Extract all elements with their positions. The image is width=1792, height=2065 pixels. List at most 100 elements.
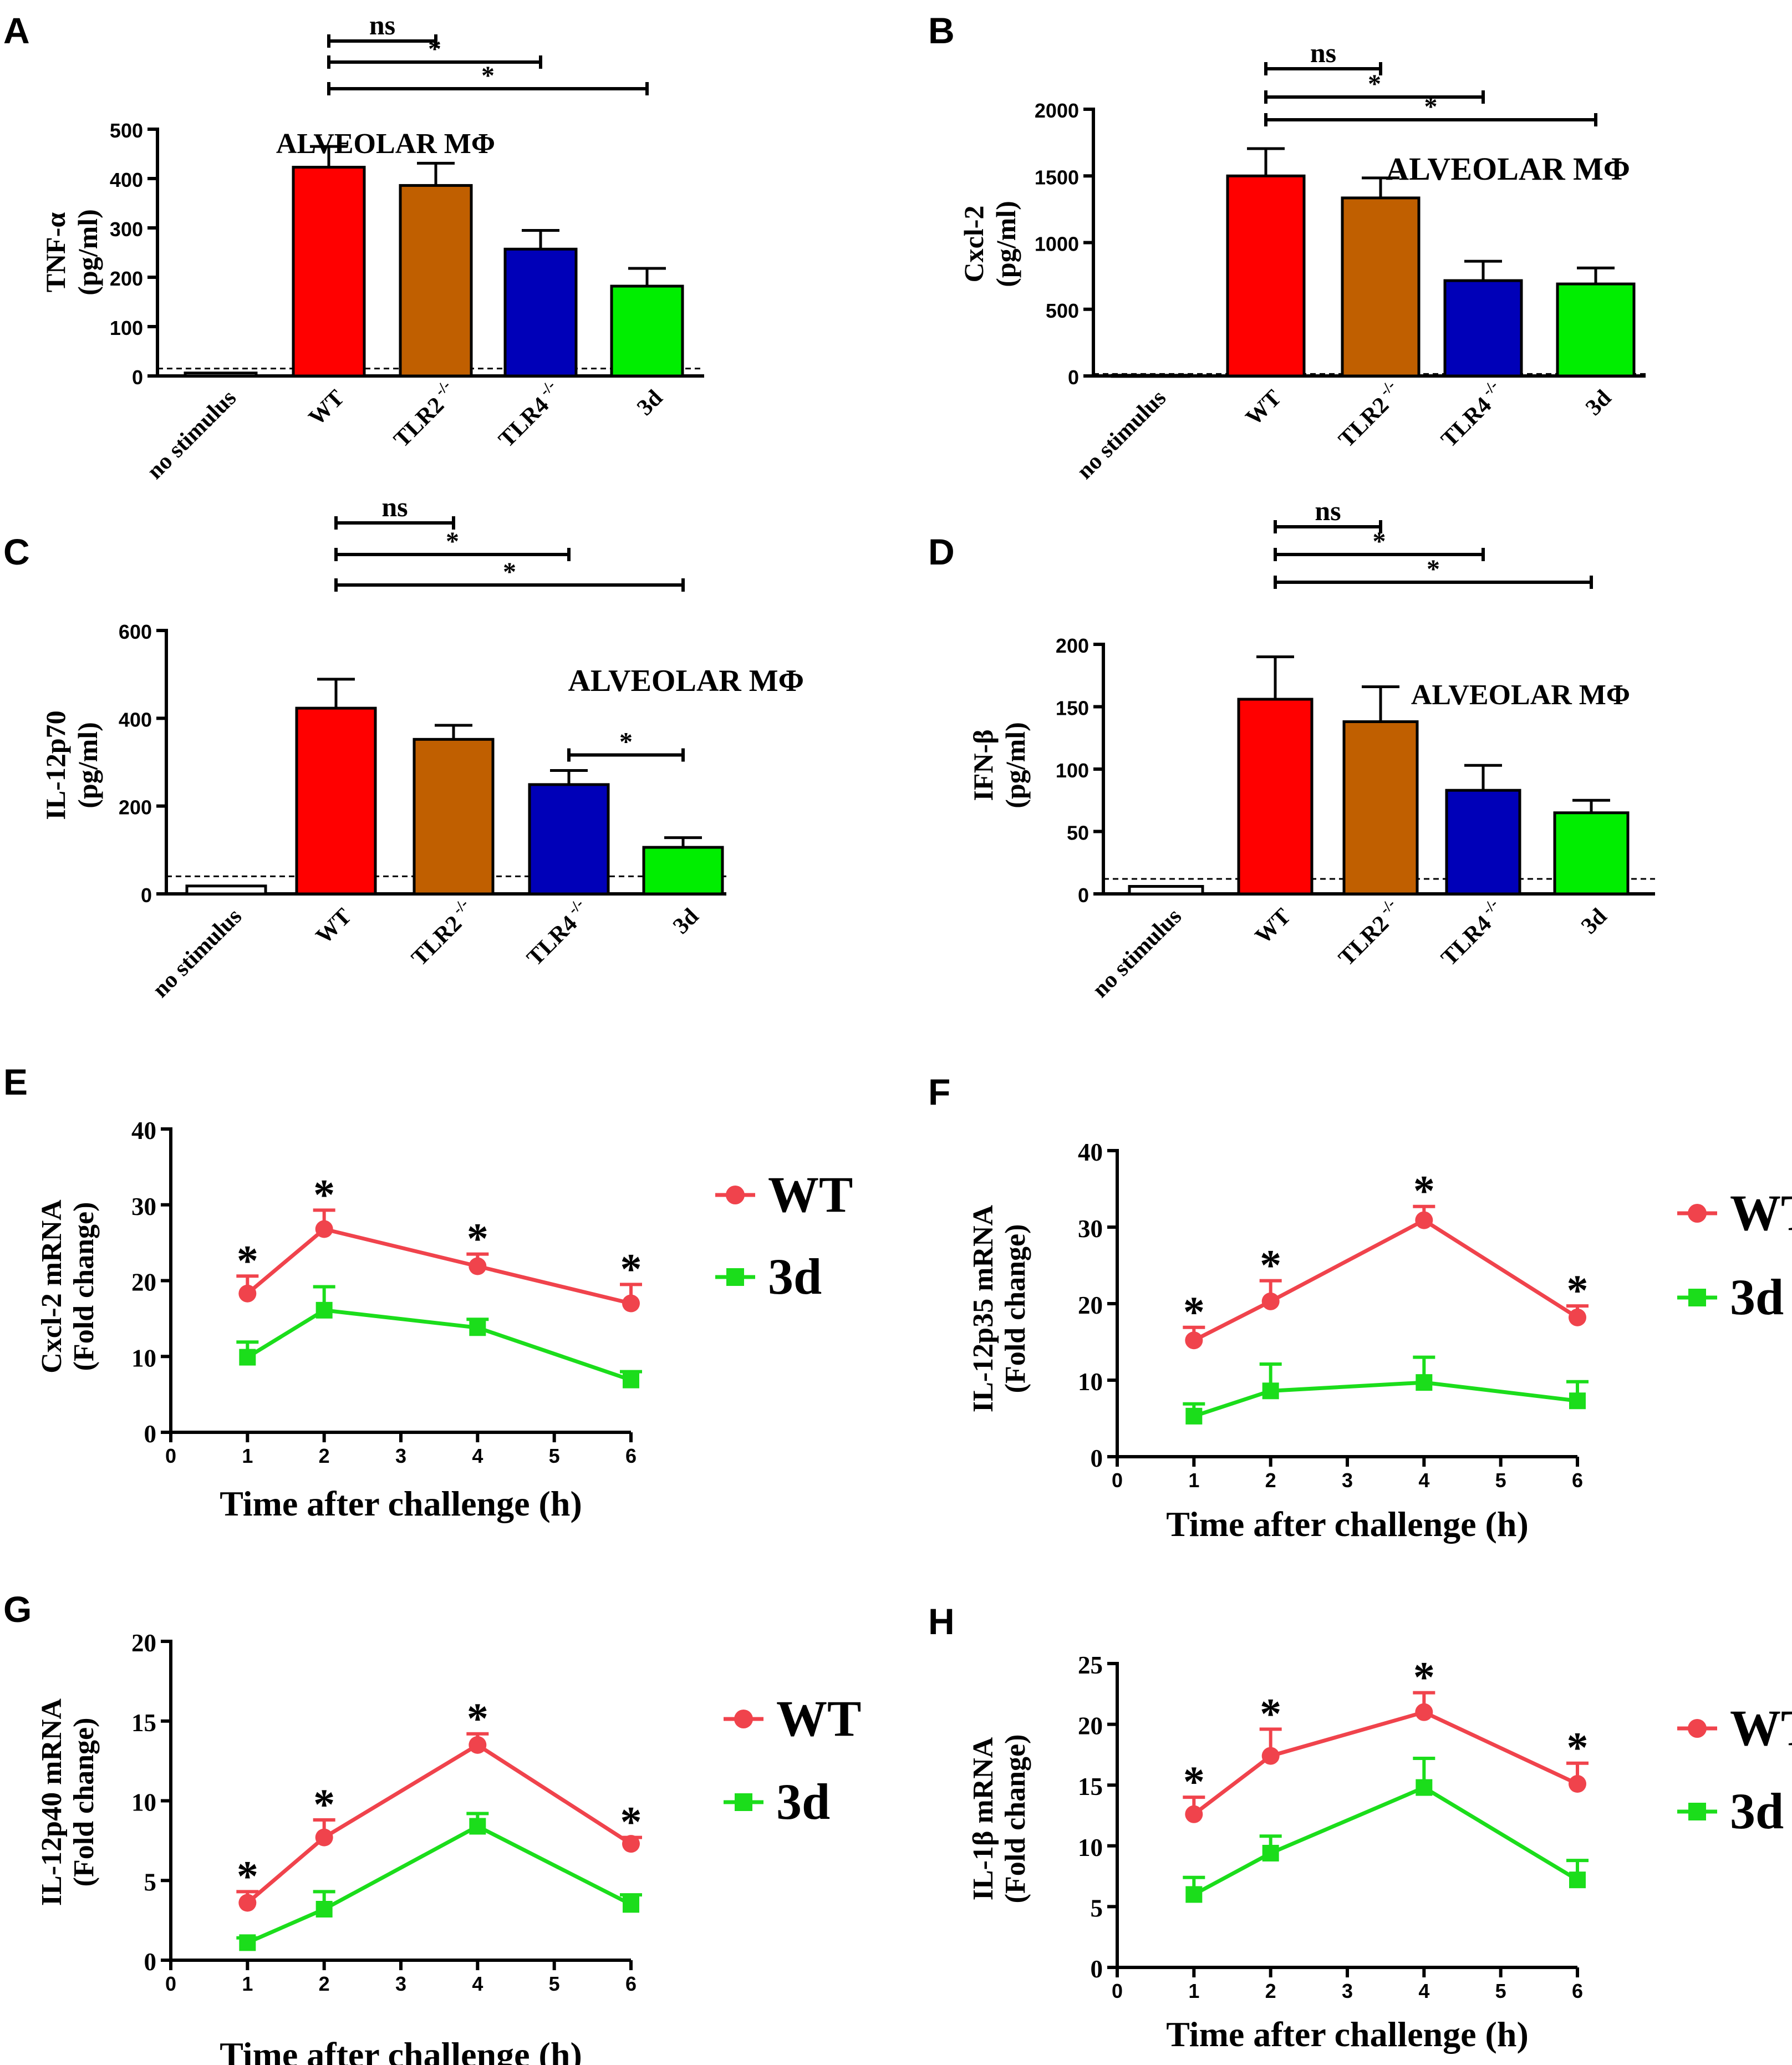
- legend-marker: [734, 1710, 753, 1728]
- y-axis-label-line2: (pg/ml): [72, 722, 103, 808]
- category-label: no stimulus: [1072, 385, 1171, 485]
- series-line-WT: [1193, 1710, 1579, 1816]
- data-point-WT: [1185, 1331, 1203, 1350]
- y-tick-label: 500: [110, 119, 143, 142]
- y-tick-label: 200: [119, 796, 152, 819]
- y-tick-label: 10: [1078, 1834, 1103, 1861]
- y-axis-label-line1: Cxcl-2: [958, 206, 989, 283]
- x-tick-label: 5: [549, 1972, 560, 1995]
- data-point-3d: [1416, 1779, 1433, 1796]
- y-tick-label: 0: [1068, 366, 1079, 389]
- legend-label-3d: 3d: [1730, 1269, 1784, 1325]
- y-axis-label: Cxcl-2(pg/ml): [958, 201, 1021, 287]
- bar-panel-A: A 0 100 200 300 400 500 no stimulus WT TLR2 -/- TL…: [3, 9, 704, 484]
- series-line-WT: [246, 1742, 632, 1905]
- y-axis-label-line1: IL-12p70: [40, 710, 71, 820]
- significance-star: *: [237, 1852, 258, 1900]
- significance-star: *: [313, 1780, 335, 1828]
- bar: [528, 783, 610, 896]
- y-axis-label: Cxcl-2 mRNA(Fold change): [36, 1199, 100, 1374]
- x-tick-label: 2: [1265, 1469, 1276, 1492]
- legend: WT 3d: [1677, 1184, 1792, 1325]
- y-axis-label-line2: (Fold change): [68, 1202, 100, 1371]
- significance-star: *: [1183, 1757, 1205, 1805]
- category-label: WT: [304, 385, 349, 431]
- y-tick-label: 1500: [1035, 166, 1079, 189]
- panel-label: E: [3, 1061, 28, 1102]
- data-point-3d: [1569, 1871, 1586, 1889]
- data-point-WT: [1261, 1292, 1280, 1310]
- data-point-WT: [1261, 1747, 1280, 1765]
- x-tick-label: 2: [319, 1972, 330, 1995]
- x-tick-label: 2: [319, 1445, 330, 1467]
- significance-star: *: [467, 1214, 488, 1263]
- data-point-WT: [1569, 1308, 1586, 1326]
- x-tick-label: 0: [165, 1445, 176, 1467]
- category-label: TLR2 -/-: [1331, 377, 1407, 452]
- legend-label-3d: 3d: [768, 1248, 822, 1305]
- y-axis-label-line2: (pg/ml): [1000, 722, 1031, 808]
- significance-label: *: [1368, 69, 1381, 99]
- x-tick-label: 0: [165, 1972, 176, 1995]
- line-panel-F: F 0 10 20 30 40 0 1 2 3 4 5 6 * * * * Time after challeng…: [928, 1071, 1792, 1544]
- series-line-3d: [1193, 1785, 1579, 1896]
- series-line-3d: [246, 1308, 632, 1382]
- y-tick-label: 20: [131, 1269, 156, 1296]
- significance-star: *: [313, 1170, 335, 1218]
- y-tick-label: 30: [1078, 1215, 1103, 1243]
- x-tick-label: 5: [1495, 1980, 1506, 2002]
- significance-star: *: [620, 1798, 642, 1846]
- data-point-3d: [239, 1349, 256, 1366]
- y-axis-label-line2: (Fold change): [68, 1718, 100, 1887]
- x-tick-label: 4: [1418, 1980, 1429, 2002]
- panel-label: B: [928, 10, 955, 51]
- significance-star: *: [237, 1236, 258, 1284]
- y-tick-label: 15: [131, 1709, 156, 1737]
- data-point-WT: [315, 1220, 333, 1238]
- y-tick-label: 20: [1078, 1712, 1103, 1740]
- y-axis-label-line2: (Fold change): [1000, 1224, 1031, 1393]
- bar: [1445, 789, 1521, 896]
- significance-label: ns: [1315, 495, 1341, 526]
- x-tick-label: 6: [1572, 1980, 1583, 2002]
- x-axis-label: Time after challenge (h): [220, 2035, 582, 2065]
- category-name: WT: [1250, 904, 1296, 949]
- category-name: WT: [311, 904, 357, 949]
- y-tick-label: 10: [1078, 1368, 1103, 1396]
- data-point-WT: [1415, 1211, 1433, 1229]
- y-axis-label: IL-12p70(pg/ml): [40, 710, 103, 820]
- series-line-WT: [1193, 1218, 1579, 1342]
- legend-label-WT: WT: [1730, 1700, 1792, 1756]
- data-point-3d: [1416, 1374, 1433, 1391]
- panel-label: H: [928, 1601, 955, 1642]
- y-tick-label: 100: [110, 317, 143, 339]
- y-tick-label: 0: [1091, 1955, 1103, 1983]
- data-point-WT: [622, 1835, 640, 1853]
- category-label: no stimulus: [147, 904, 247, 1003]
- panel-label: D: [928, 531, 955, 572]
- y-axis-label: IL-1β mRNA(Fold change): [968, 1735, 1031, 1904]
- bar: [1443, 279, 1523, 378]
- y-tick-label: 25: [1078, 1651, 1103, 1679]
- y-tick-label: 0: [141, 884, 152, 907]
- panel-title: ALVEOLAR MΦ: [276, 128, 495, 160]
- data-point-3d: [1185, 1886, 1203, 1903]
- line-panel-G: G 0 5 10 15 20 0 1 2 3 4 5 6 * * * * Time after challenge…: [3, 1589, 861, 2065]
- category-label: WT: [1250, 904, 1296, 949]
- significance-label: ns: [381, 491, 408, 522]
- significance-label: *: [503, 557, 516, 587]
- x-tick-label: 0: [1112, 1469, 1123, 1492]
- y-tick-label: 50: [1067, 822, 1089, 845]
- series-line-WT: [246, 1227, 632, 1305]
- legend: WT 3d: [724, 1690, 861, 1830]
- bar: [1553, 811, 1630, 896]
- legend-marker: [735, 1793, 752, 1811]
- bar: [1341, 196, 1421, 378]
- bar: [1111, 374, 1190, 378]
- y-tick-label: 40: [1078, 1138, 1103, 1166]
- y-tick-label: 40: [131, 1117, 156, 1145]
- y-tick-label: 400: [119, 708, 152, 731]
- x-axis-label: Time after challenge (h): [220, 1484, 582, 1523]
- category-label: TLR4 -/-: [520, 896, 595, 971]
- category-label: 3d: [668, 904, 704, 939]
